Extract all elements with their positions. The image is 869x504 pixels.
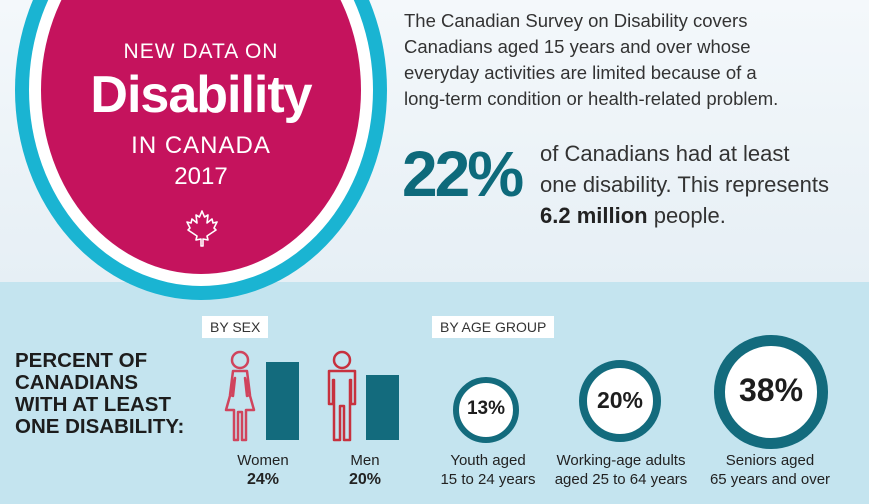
- seniors-label-line: 65 years and over: [709, 471, 831, 488]
- working-age-bubble: 20%: [579, 360, 661, 442]
- women-value: 24%: [246, 471, 280, 488]
- men-bar: [366, 375, 399, 440]
- women-caption: Women 24%: [222, 451, 304, 489]
- title-prefix: NEW DATA ON: [123, 40, 279, 63]
- survey-description-line: long-term condition or health-related pr…: [404, 88, 779, 109]
- seniors-label-line: Seniors aged: [725, 452, 815, 469]
- section-title-line: CANADIANS: [15, 371, 138, 394]
- title-badge: NEW DATA ON Disability IN CANADA 2017: [15, 0, 387, 300]
- working-age-label-line: Working-age adults: [556, 452, 686, 469]
- woman-icon: [224, 350, 256, 442]
- section-title-line: WITH AT LEAST: [15, 393, 172, 416]
- survey-description-line: Canadians aged 15 years and over whose: [404, 36, 751, 57]
- title-main: Disability: [90, 66, 312, 124]
- working-age-label-line: aged 25 to 64 years: [554, 471, 688, 488]
- title-year: 2017: [174, 163, 228, 190]
- youth-bubble: 13%: [452, 376, 520, 444]
- survey-description-line: everyday activities are limited because …: [404, 62, 757, 83]
- man-icon: [327, 350, 357, 442]
- women-label: Women: [237, 452, 289, 469]
- section-title: PERCENT OF CANADIANS WITH AT LEAST ONE D…: [15, 350, 184, 438]
- youth-caption: Youth aged 15 to 24 years: [433, 451, 543, 489]
- seniors-bubble-value: 38%: [738, 371, 804, 408]
- survey-description: The Canadian Survey on Disability covers…: [404, 8, 854, 112]
- men-value: 20%: [348, 471, 382, 488]
- headline-line-3: 6.2 million people.: [540, 200, 860, 231]
- title-subtitle: IN CANADA: [131, 132, 271, 159]
- men-caption: Men 20%: [324, 451, 406, 489]
- section-title-line: ONE DISABILITY:: [15, 415, 185, 438]
- survey-description-line: The Canadian Survey on Disability covers: [404, 10, 748, 31]
- youth-label-line: 15 to 24 years: [440, 471, 536, 488]
- men-label: Men: [350, 452, 380, 469]
- maple-leaf-icon: [186, 210, 218, 247]
- youth-label-line: Youth aged: [450, 452, 526, 469]
- working-age-caption: Working-age adults aged 25 to 64 years: [548, 451, 694, 489]
- headline-line: one disability. This represents: [540, 172, 829, 197]
- by-sex-tag: BY SEX: [202, 316, 269, 338]
- women-bar: [266, 362, 299, 440]
- headline-line: of Canadians had at least: [540, 141, 790, 166]
- seniors-caption: Seniors aged 65 years and over: [700, 451, 840, 489]
- working-age-bubble-value: 20%: [596, 386, 644, 413]
- headline-statement: of Canadians had at least one disability…: [540, 138, 860, 231]
- headline-count: 6.2 million: [540, 203, 648, 228]
- by-age-tag: BY AGE GROUP: [432, 316, 555, 338]
- youth-bubble-value: 13%: [466, 397, 505, 419]
- section-title-line: PERCENT OF: [15, 349, 148, 372]
- headline-percent: 22%: [402, 138, 524, 210]
- headline-count-suffix: people.: [647, 203, 726, 228]
- seniors-bubble: 38%: [714, 335, 828, 449]
